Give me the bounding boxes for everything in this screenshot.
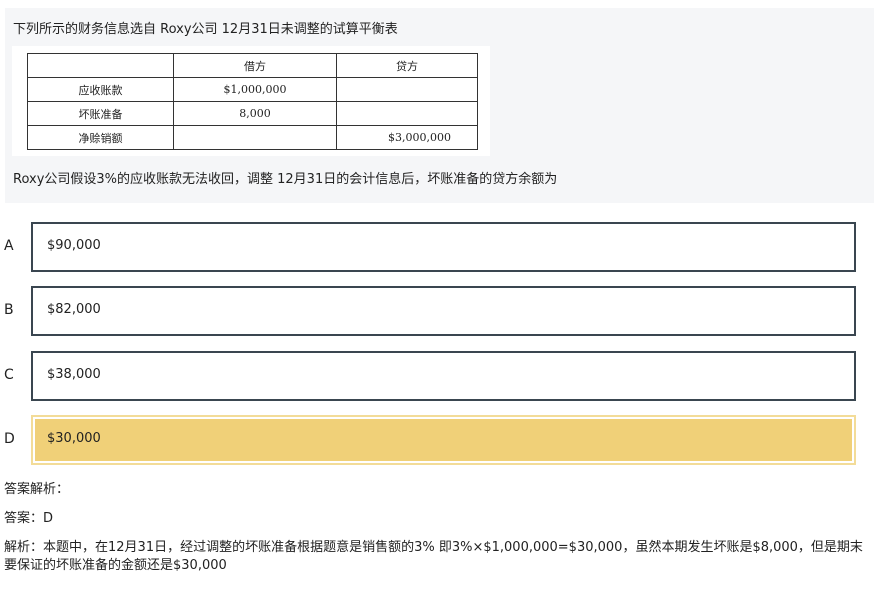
- header-cell: 贷方: [336, 53, 478, 78]
- answer-text: 答案：D: [4, 511, 54, 526]
- explanation-text: 解析：本题中，在12月31日，经过调整的坏账准备根据题意是销售额的3% 即3%×…: [4, 540, 863, 573]
- cell: 坏账准备: [27, 101, 174, 126]
- cell: [336, 101, 478, 126]
- analysis-heading: 答案解析：: [4, 482, 70, 497]
- table-row: 净赊销额 $3,000,000: [27, 125, 478, 150]
- option-value: $38,000: [47, 367, 101, 382]
- trial-balance-table: 借方 贷方 应收账款 $1,000,000 坏账准备 8,000 净赊销额 $3…: [27, 53, 478, 150]
- cell: 8,000: [173, 101, 337, 126]
- cell: 应收账款: [27, 77, 174, 102]
- option-letter: A: [4, 238, 14, 254]
- option-letter: C: [4, 367, 14, 383]
- cell: 净赊销额: [27, 125, 174, 150]
- cell: [336, 77, 478, 102]
- header-cell: [27, 53, 174, 78]
- option-d[interactable]: D $30,000: [0, 415, 882, 465]
- option-box[interactable]: $90,000: [31, 222, 856, 272]
- cell: $3,000,000: [336, 125, 478, 150]
- table-header-row: 借方 贷方: [27, 53, 478, 78]
- trial-balance-table-image: 借方 贷方 应收账款 $1,000,000 坏账准备 8,000 净赊销额 $3…: [12, 46, 490, 156]
- option-letter: B: [4, 302, 14, 318]
- option-box[interactable]: $38,000: [31, 351, 856, 401]
- option-letter: D: [4, 431, 15, 447]
- option-c[interactable]: C $38,000: [0, 351, 882, 401]
- question-panel: 下列所示的财务信息选自 Roxy公司 12月31日未调整的试算平衡表 借方 贷方…: [5, 8, 874, 203]
- question-text: Roxy公司假设3%的应收账款无法收回，调整 12月31日的会计信息后，坏账准备…: [13, 172, 558, 187]
- option-value: $90,000: [47, 238, 101, 253]
- cell: $1,000,000: [173, 77, 337, 102]
- header-cell: 借方: [173, 53, 337, 78]
- question-title: 下列所示的财务信息选自 Roxy公司 12月31日未调整的试算平衡表: [13, 22, 398, 37]
- option-a[interactable]: A $90,000: [0, 222, 882, 272]
- option-box-selected[interactable]: $30,000: [31, 415, 856, 465]
- cell: [173, 125, 337, 150]
- option-value: $82,000: [47, 302, 101, 317]
- table-row: 坏账准备 8,000: [27, 101, 478, 126]
- option-b[interactable]: B $82,000: [0, 286, 882, 336]
- table-row: 应收账款 $1,000,000: [27, 77, 478, 102]
- option-box[interactable]: $82,000: [31, 286, 856, 336]
- option-value: $30,000: [47, 431, 101, 446]
